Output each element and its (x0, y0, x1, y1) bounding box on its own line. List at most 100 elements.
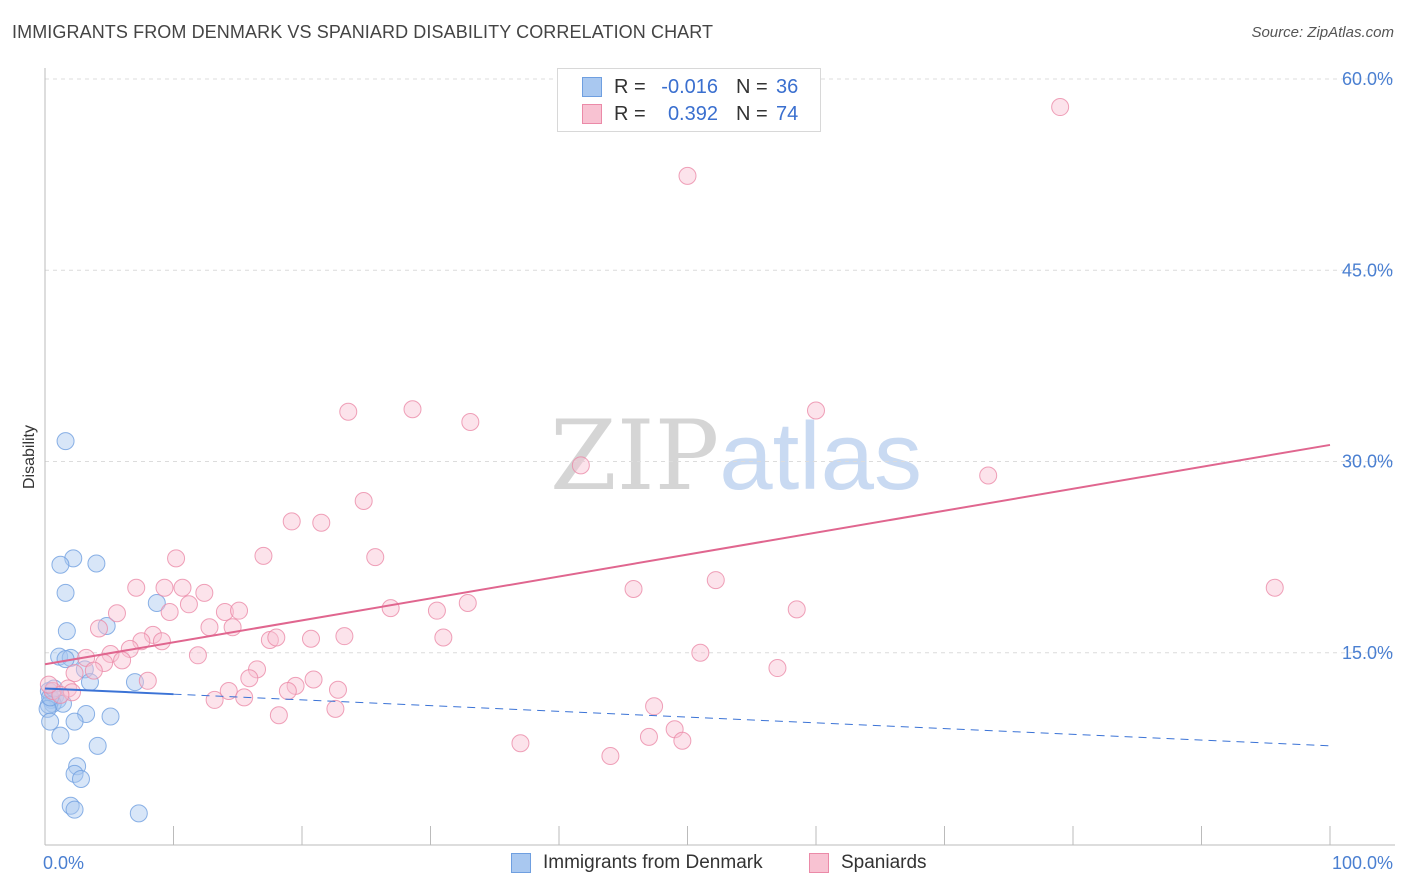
point-spaniards (328, 680, 347, 699)
trendline-denmark-dashed (173, 693, 1331, 747)
legend-n-label: N = (736, 102, 768, 125)
point-spaniards (89, 619, 108, 638)
trendline-spaniards (44, 443, 1331, 666)
point-spaniards (624, 580, 643, 598)
legend-r-label: R = (614, 75, 646, 98)
point-denmark (56, 432, 75, 451)
legend-swatch-spaniards (809, 853, 829, 873)
legend-item-denmark[interactable]: Immigrants from Denmark (511, 852, 763, 874)
point-spaniards (639, 727, 658, 746)
point-denmark (125, 673, 144, 692)
point-denmark (129, 804, 148, 823)
point-spaniards (403, 400, 422, 419)
point-spaniards (84, 661, 103, 680)
point-spaniards (601, 747, 620, 766)
point-spaniards (205, 690, 224, 709)
point-spaniards (427, 601, 446, 620)
point-spaniards (706, 571, 725, 590)
y-tick-label: 30.0% (1342, 452, 1393, 472)
point-spaniards (304, 670, 323, 689)
label-layer: 15.0% 30.0% 45.0% 60.0% 0.0% 100.0% Disability (21, 69, 1393, 873)
point-spaniards (152, 632, 171, 651)
point-spaniards (167, 549, 186, 568)
point-spaniards (768, 659, 787, 678)
point-spaniards (188, 646, 207, 665)
point-spaniards (240, 669, 259, 688)
legend-row-spaniards: R = 0.392 N = 74 (582, 102, 798, 126)
point-spaniards (678, 166, 697, 185)
point-spaniards (979, 466, 998, 485)
point-spaniards (1051, 98, 1070, 117)
point-spaniards (254, 546, 273, 565)
point-spaniards (571, 456, 590, 475)
point-spaniards (230, 601, 249, 620)
trendline-denmark-solid (44, 687, 174, 696)
point-spaniards (461, 412, 480, 431)
point-denmark (57, 622, 76, 641)
y-tick-label: 60.0% (1342, 69, 1393, 89)
point-spaniards (39, 675, 58, 694)
point-spaniards (113, 651, 132, 670)
point-spaniards (339, 402, 358, 421)
point-spaniards (269, 706, 288, 725)
legend-item-spaniards[interactable]: Spaniards (809, 852, 927, 874)
point-denmark (56, 583, 75, 602)
legend-n-value: 74 (776, 102, 799, 125)
point-spaniards (62, 683, 81, 702)
point-denmark (51, 555, 70, 574)
y-axis-title: Disability (21, 425, 38, 489)
point-spaniards (282, 512, 301, 531)
point-denmark (51, 726, 70, 745)
trend-layer (44, 443, 1331, 747)
x-tick-label: 0.0% (43, 853, 84, 873)
point-spaniards (155, 578, 174, 597)
point-spaniards (673, 731, 692, 750)
legend-r-value: 0.392 (667, 102, 718, 125)
point-spaniards (160, 602, 179, 621)
point-spaniards (645, 697, 664, 716)
point-spaniards (173, 578, 192, 597)
point-denmark (41, 712, 60, 731)
point-spaniards (138, 671, 157, 690)
legend-n-label: N = (736, 75, 768, 98)
grid-layer (45, 78, 1395, 654)
legend-r-value: -0.016 (661, 75, 718, 98)
legend-swatch-spaniards (582, 104, 602, 124)
point-denmark (71, 769, 90, 788)
point-spaniards (458, 594, 477, 613)
point-spaniards (691, 643, 710, 662)
axis-layer (44, 68, 1395, 846)
point-denmark (87, 554, 106, 573)
point-spaniards (787, 600, 806, 619)
point-spaniards (312, 513, 331, 532)
point-spaniards (219, 682, 238, 700)
point-spaniards (326, 699, 345, 718)
y-tick-label: 15.0% (1342, 643, 1393, 663)
point-spaniards (278, 682, 297, 700)
point-spaniards (301, 629, 320, 648)
point-spaniards (434, 628, 453, 647)
legend-swatch-denmark (582, 77, 602, 97)
point-spaniards (179, 595, 198, 614)
point-denmark (101, 707, 120, 726)
legend-label-denmark: Immigrants from Denmark (543, 852, 763, 873)
point-spaniards (807, 401, 825, 420)
point-spaniards (267, 628, 286, 647)
point-spaniards (511, 734, 530, 753)
point-spaniards (381, 599, 400, 618)
point-spaniards (354, 492, 373, 511)
series-legend: Immigrants from Denmark Spaniards (0, 852, 1406, 878)
point-spaniards (127, 578, 146, 597)
point-spaniards (51, 685, 70, 704)
legend-n-value: 36 (776, 75, 799, 98)
legend-label-spaniards: Spaniards (841, 852, 927, 873)
chart-title: IMMIGRANTS FROM DENMARK VS SPANIARD DISA… (12, 22, 714, 42)
point-spaniards (195, 583, 214, 602)
point-denmark (65, 800, 84, 819)
points-layer (38, 98, 1284, 823)
point-spaniards (143, 625, 162, 644)
legend-swatch-denmark (511, 853, 531, 873)
source-label: Source: ZipAtlas.com (1251, 24, 1394, 41)
correlation-legend: R = -0.016 N = 36 R = 0.392 N = 74 (557, 68, 821, 132)
